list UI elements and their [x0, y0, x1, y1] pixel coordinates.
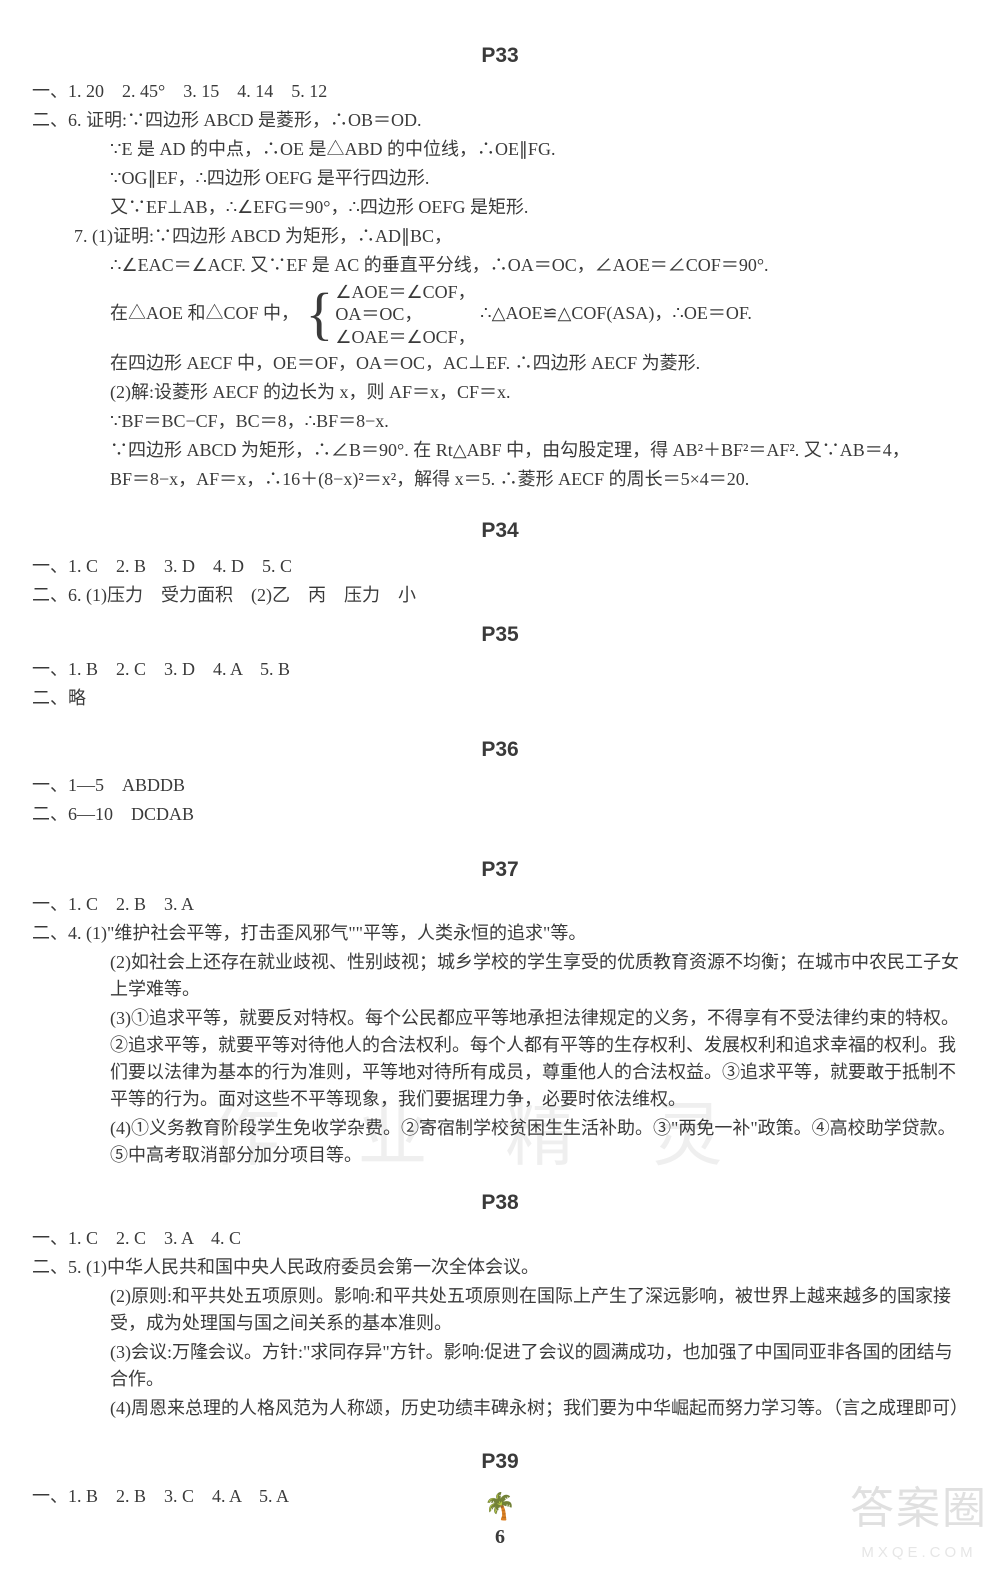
p33-line11: ∵BF＝BC−CF，BC＝8，∴BF＝8−x.: [32, 408, 968, 435]
p38-line2: 二、5. (1)中华人民共和国中央人民政府委员会第一次全体会议。: [32, 1254, 968, 1281]
p33-line3: ∵E 是 AD 的中点，∴OE 是△ABD 的中位线，∴OE∥FG.: [32, 136, 968, 163]
p35-line1: 一、1. B 2. C 3. D 4. A 5. B: [32, 656, 968, 683]
p33-line2: 二、6. 证明:∵四边形 ABCD 是菱形，∴OB＝OD.: [32, 107, 968, 134]
p33-line5: 又∵EF⊥AB，∴∠EFG＝90°，∴四边形 OEFG 是矩形.: [32, 194, 968, 221]
p33-line4: ∵OG∥EF，∴四边形 OEFG 是平行四边形.: [32, 165, 968, 192]
p38-line4: (3)会议:万隆会议。方针:"求同存异"方针。影响:促进了会议的圆满成功，也加强…: [32, 1339, 968, 1393]
p36-line1: 一、1—5 ABDDB: [32, 772, 968, 799]
p37-line2: 二、4. (1)"维护社会平等，打击歪风邪气""平等，人类永恒的追求"等。: [32, 920, 968, 947]
page: 作 业 精 灵 P33 一、1. 20 2. 45° 3. 15 4. 14 5…: [0, 0, 1000, 1582]
header-p34: P34: [32, 515, 968, 547]
p37-line3: (2)如社会上还存在就业歧视、性别歧视；城乡学校的学生享受的优质教育资源不均衡；…: [32, 949, 968, 1003]
p34-line2: 二、6. (1)压力 受力面积 (2)乙 丙 压力 小: [32, 582, 968, 609]
p33-line1: 一、1. 20 2. 45° 3. 15 4. 14 5. 12: [32, 78, 968, 105]
header-p33: P33: [32, 40, 968, 72]
left-brace-icon: {: [306, 285, 334, 343]
header-p36: P36: [32, 734, 968, 766]
page-number: 6: [0, 1522, 1000, 1552]
p33-line10: (2)解:设菱形 AECF 的边长为 x，则 AF＝x，CF＝x.: [32, 379, 968, 406]
p33-line6: 7. (1)证明:∵四边形 ABCD 为矩形，∴AD∥BC，: [32, 223, 968, 250]
p37-line5: (4)①义务教育阶段学生免收学杂费。②寄宿制学校贫困生生活补助。③"两免一补"政…: [32, 1115, 968, 1169]
p38-line1: 一、1. C 2. C 3. A 4. C: [32, 1225, 968, 1252]
brace-line-3: ∠OAE＝∠OCF，: [335, 326, 475, 349]
p36-line2: 二、6—10 DCDAB: [32, 801, 968, 828]
header-p37: P37: [32, 854, 968, 886]
p35-line2: 二、略: [32, 685, 968, 712]
content-area: P33 一、1. 20 2. 45° 3. 15 4. 14 5. 12 二、6…: [32, 40, 968, 1510]
brace-lines: ∠AOE＝∠COF， OA＝OC， ∠OAE＝∠OCF，: [335, 281, 475, 349]
p34-line1: 一、1. C 2. B 3. D 4. D 5. C: [32, 553, 968, 580]
p33-l8c: ∴△AOE≌△COF(ASA)，∴OE＝OF.: [480, 302, 752, 322]
p33-line12: ∵四边形 ABCD 为矩形，∴∠B＝90°. 在 Rt△ABF 中，由勾股定理，…: [32, 437, 968, 464]
p33-line9: 在四边形 AECF 中，OE＝OF，OA＝OC，AC⊥EF. ∴四边形 AECF…: [32, 350, 968, 377]
p37-line1: 一、1. C 2. B 3. A: [32, 891, 968, 918]
header-p39: P39: [32, 1446, 968, 1478]
header-p35: P35: [32, 619, 968, 651]
brace-line-2: OA＝OC，: [335, 303, 475, 326]
p33-line8: 在△AOE 和△COF 中， { ∠AOE＝∠COF， OA＝OC， ∠OAE＝…: [32, 281, 968, 349]
brace-block: { ∠AOE＝∠COF， OA＝OC， ∠OAE＝∠OCF，: [304, 281, 476, 349]
p38-line5: (4)周恩来总理的人格风范为人称颂，历史功绩丰碑永树；我们要为中华崛起而努力学习…: [32, 1395, 968, 1422]
p38-line3: (2)原则:和平共处五项原则。影响:和平共处五项原则在国际上产生了深远影响，被世…: [32, 1283, 968, 1337]
header-p38: P38: [32, 1187, 968, 1219]
p33-l8a: 在△AOE 和△COF 中，: [110, 302, 299, 322]
brace-line-1: ∠AOE＝∠COF，: [335, 281, 475, 304]
p33-line13: BF＝8−x，AF＝x，∴16＋(8−x)²＝x²，解得 x＝5. ∴菱形 AE…: [32, 466, 968, 493]
p37-line4: (3)①追求平等，就要反对特权。每个公民都应平等地承担法律规定的义务，不得享有不…: [32, 1005, 968, 1113]
p33-line7: ∴∠EAC＝∠ACF. 又∵EF 是 AC 的垂直平分线，∴OA＝OC，∠AOE…: [32, 252, 968, 279]
